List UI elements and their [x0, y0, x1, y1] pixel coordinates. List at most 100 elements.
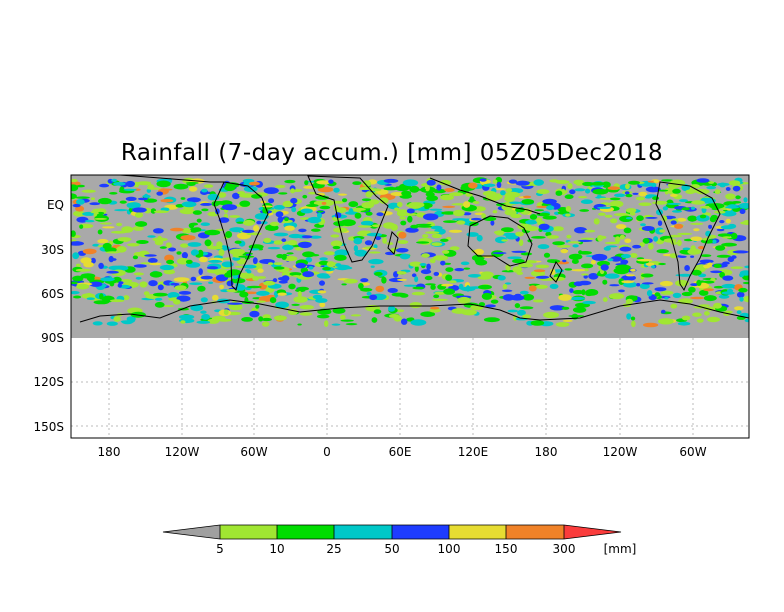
rain-patch — [604, 214, 613, 218]
colorbar: 5 10 25 50 100 150 300 [mm] — [162, 524, 636, 556]
rain-patch — [681, 291, 693, 297]
rain-patch — [106, 270, 119, 274]
rain-patch — [293, 296, 308, 303]
rain-patch — [724, 310, 733, 314]
rain-patch — [669, 193, 678, 197]
rain-patch — [120, 279, 133, 283]
rain-patch — [490, 220, 495, 226]
rain-patch — [237, 191, 246, 195]
rainfall-field — [71, 175, 749, 338]
rain-patch — [72, 203, 81, 208]
rain-patch — [395, 185, 410, 192]
rain-patch — [375, 236, 382, 241]
rain-patch — [485, 304, 496, 308]
rain-patch — [731, 201, 742, 204]
rain-patch — [433, 271, 440, 276]
rain-patch — [109, 299, 125, 303]
rain-patch — [403, 284, 418, 287]
rain-patch — [699, 259, 714, 264]
rain-patch — [148, 280, 158, 287]
rain-patch — [170, 227, 184, 232]
rain-patch — [396, 209, 409, 213]
rain-patch — [376, 212, 384, 217]
rain-patch — [625, 274, 635, 277]
rain-patch — [500, 190, 506, 196]
rain-patch — [416, 225, 433, 228]
rain-patch — [699, 214, 707, 219]
rain-patch — [71, 241, 84, 246]
lon-tick-label: 0 — [323, 445, 331, 459]
rain-patch — [609, 200, 624, 208]
rain-patch — [661, 215, 668, 222]
rain-patch — [443, 220, 457, 224]
rain-patch — [402, 179, 419, 187]
rain-patch — [232, 192, 240, 200]
rain-patch — [574, 188, 586, 192]
rain-patch — [581, 263, 594, 269]
rain-patch — [239, 291, 249, 298]
rain-patch — [399, 253, 411, 260]
rain-patch — [431, 233, 442, 239]
rain-patch — [354, 249, 368, 257]
rain-patch — [543, 252, 551, 258]
rain-patch — [597, 206, 612, 209]
rain-patch — [549, 283, 559, 289]
rain-patch — [241, 317, 254, 322]
rain-patch — [502, 283, 508, 290]
rain-patch — [200, 297, 208, 303]
rain-patch — [604, 241, 620, 245]
rain-patch — [297, 323, 302, 326]
rain-patch — [192, 227, 202, 233]
rain-patch — [218, 249, 225, 256]
rain-patch — [136, 240, 149, 244]
rain-patch — [185, 259, 193, 264]
rain-patch — [121, 226, 134, 233]
rain-patch — [677, 232, 693, 235]
rain-patch — [469, 196, 475, 203]
rain-patch — [196, 320, 211, 324]
rain-patch — [383, 178, 399, 183]
rain-patch — [630, 253, 638, 258]
rain-patch — [708, 224, 713, 229]
rain-patch — [628, 180, 640, 185]
rain-patch — [624, 238, 632, 244]
rain-patch — [543, 311, 560, 319]
rain-patch — [261, 321, 270, 327]
rain-patch — [542, 215, 557, 220]
colorbar-label: 50 — [384, 542, 399, 556]
rain-patch — [301, 235, 313, 239]
rain-patch — [690, 236, 703, 242]
rain-patch — [223, 309, 229, 316]
rain-patch — [495, 230, 505, 236]
rain-patch — [320, 275, 331, 279]
rain-patch — [690, 296, 705, 300]
rain-patch — [242, 264, 257, 269]
rain-patch — [682, 247, 691, 251]
rain-patch — [226, 289, 238, 293]
rain-patch — [492, 179, 498, 184]
rain-patch — [84, 219, 95, 223]
rain-patch — [108, 255, 114, 263]
rain-patch — [638, 202, 652, 206]
colorbar-bin — [334, 525, 392, 539]
rain-patch — [615, 224, 627, 230]
rain-patch — [546, 235, 559, 239]
rain-patch — [291, 303, 300, 306]
antarctica-outline-repeat — [539, 299, 749, 321]
rain-patch — [291, 206, 297, 213]
rain-patch — [619, 234, 626, 240]
rain-patch — [201, 313, 211, 320]
rain-patch — [732, 185, 741, 192]
rain-patch — [236, 221, 245, 224]
rain-patch — [411, 273, 417, 278]
lat-tick-label: 90S — [41, 331, 64, 345]
rain-patch — [632, 244, 642, 249]
colorbar-label: 300 — [553, 542, 576, 556]
rain-patch — [448, 229, 463, 233]
rain-patch — [716, 254, 731, 258]
rain-patch — [618, 289, 625, 293]
rain-patch — [303, 185, 314, 189]
rain-patch — [690, 255, 695, 258]
rain-patch — [468, 274, 482, 278]
rain-patch — [203, 184, 214, 188]
